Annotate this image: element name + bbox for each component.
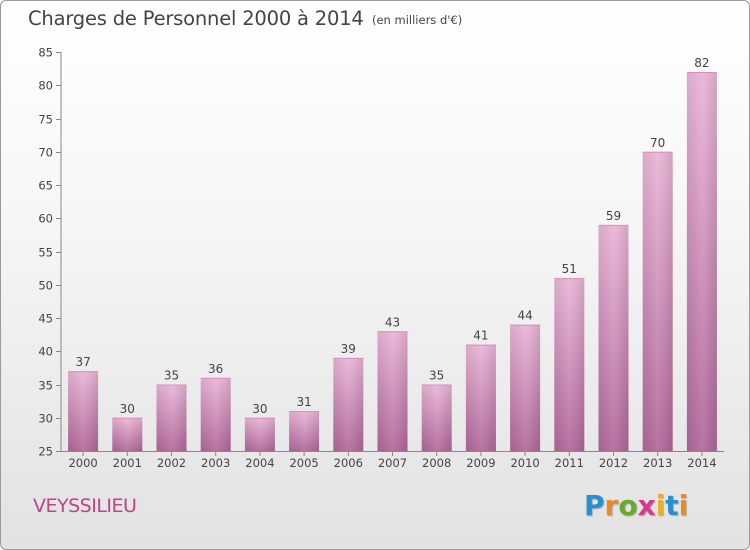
value-label: 35 [429,369,444,383]
logo-letter: x [637,489,656,522]
x-tick-label: 2010 [510,456,539,470]
y-tick-label: 40 [38,345,53,359]
y-tick-label: 30 [38,412,53,426]
chart-title: Charges de Personnel 2000 à 2014 [28,7,364,30]
bar-shade-2012 [598,224,629,451]
x-tick-label: 2001 [113,456,142,470]
y-tick-label: 75 [38,113,53,127]
value-label: 35 [164,369,179,383]
x-tick-label: 2005 [289,456,318,470]
bar-shade-2003 [200,377,231,451]
axes: 25 30 35 40 45 50 55 60 65 70 75 80 85 [38,46,724,459]
logo-letter: i [655,489,666,522]
bar-shade-2011 [554,278,585,451]
x-tick-label: 2004 [245,456,274,470]
value-label: 43 [385,315,400,329]
y-tick-label: 35 [38,379,53,393]
bar-shade-2014 [686,71,717,451]
proxiti-logo: Proxiti [584,489,688,522]
value-label: 82 [694,56,709,70]
bar-shade-2007 [377,331,408,451]
x-tick-label: 2013 [643,456,672,470]
y-tick-label: 80 [38,79,53,93]
bar-shade-2004 [244,417,275,451]
logo-letter: o [618,489,638,522]
y-tick-label: 85 [38,46,53,60]
bar-shade-2005 [289,411,320,451]
bar-shade-2002 [156,384,187,451]
value-label: 36 [208,362,223,376]
bar-shade-2009 [465,344,496,451]
value-label: 70 [650,136,665,150]
x-tick-label: 2002 [157,456,186,470]
logo-letter: i [678,489,689,522]
bar-shade-2013 [642,151,673,451]
bar-shade-2006 [333,357,364,451]
x-tick-label: 2014 [687,456,716,470]
x-tick-label: 2007 [378,456,407,470]
bar-shade-2010 [510,324,541,451]
x-tick-label: 2003 [201,456,230,470]
value-label: 30 [120,402,135,416]
value-label: 44 [517,309,532,323]
x-tick-label: 2000 [68,456,97,470]
bar-shade-2008 [421,384,452,451]
logo-letter: t [665,489,679,522]
commune-name: VEYSSILIEU [33,495,137,517]
y-tick-label: 55 [38,246,53,260]
y-tick-label: 25 [38,445,53,459]
y-tick-label: 65 [38,179,53,193]
value-label: 39 [341,342,356,356]
bar-labels: 37 2000 30 2001 35 2002 36 2003 30 2004 31 2005 39 20… [68,56,716,470]
y-tick-label: 50 [38,279,53,293]
value-label: 51 [562,262,577,276]
logo-letter: r [604,489,619,522]
bar-shade-2001 [112,417,143,451]
y-tick-label: 70 [38,146,53,160]
logo-letter: P [584,489,605,522]
value-label: 30 [252,402,267,416]
x-tick-label: 2006 [334,456,363,470]
x-tick-label: 2012 [599,456,628,470]
x-tick-label: 2008 [422,456,451,470]
bars [68,71,717,451]
value-label: 59 [606,209,621,223]
chart-subtitle: (en milliers d'€) [372,13,463,27]
x-tick-label: 2009 [466,456,495,470]
y-tick-label: 60 [38,212,53,226]
value-label: 37 [75,355,90,369]
value-label: 31 [296,395,311,409]
x-tick-label: 2011 [555,456,584,470]
bar-shade-2000 [68,371,99,451]
y-tick-label: 45 [38,312,53,326]
value-label: 41 [473,329,488,343]
